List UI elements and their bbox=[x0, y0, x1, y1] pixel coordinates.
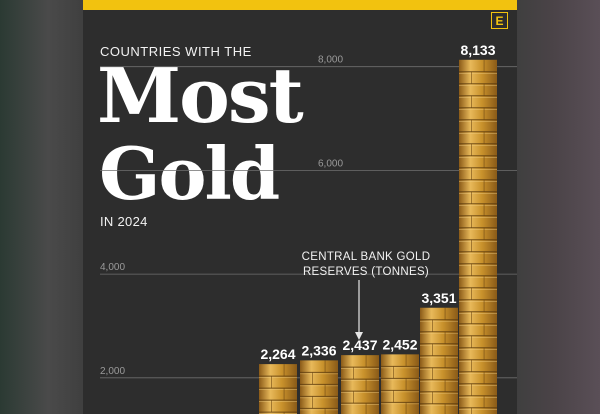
value-label-6: 8,133 bbox=[460, 42, 495, 58]
y-tick-label-6000: 6,000 bbox=[318, 158, 343, 169]
chart-annotation: CENTRAL BANK GOLD RESERVES (TONNES) bbox=[301, 251, 431, 278]
value-label-5: 3,351 bbox=[421, 290, 456, 306]
bar-5 bbox=[420, 307, 458, 414]
brand-logo: E bbox=[491, 12, 508, 29]
bar-2 bbox=[300, 360, 338, 414]
value-label-1: 2,264 bbox=[260, 346, 295, 362]
annotation-arrow-head bbox=[355, 332, 363, 340]
title-kicker: COUNTRIES WITH THE bbox=[100, 44, 252, 59]
bar-chart: 2,000 4,000 6,000 8,000 2,264 2,336 2,437 2,45… bbox=[100, 42, 517, 414]
infographic-card: E COUNTRIES WITH THE Most Gold IN 2024 2… bbox=[83, 0, 517, 414]
title-year: IN 2024 bbox=[100, 214, 148, 229]
value-label-2: 2,336 bbox=[301, 342, 336, 358]
value-label-3: 2,437 bbox=[342, 337, 377, 353]
title-line-gold: Gold bbox=[99, 131, 280, 216]
bar-3 bbox=[341, 355, 379, 414]
title-line-most: Most bbox=[97, 51, 304, 140]
value-label-4: 2,452 bbox=[382, 336, 417, 352]
bar-4 bbox=[381, 354, 419, 414]
y-tick-label-8000: 8,000 bbox=[318, 55, 343, 66]
y-tick-label-4000: 4,000 bbox=[100, 262, 125, 273]
y-tick-label-2000: 2,000 bbox=[100, 366, 125, 377]
bar-1 bbox=[259, 364, 297, 414]
bar-6 bbox=[459, 59, 497, 414]
top-accent-bar bbox=[83, 0, 517, 10]
